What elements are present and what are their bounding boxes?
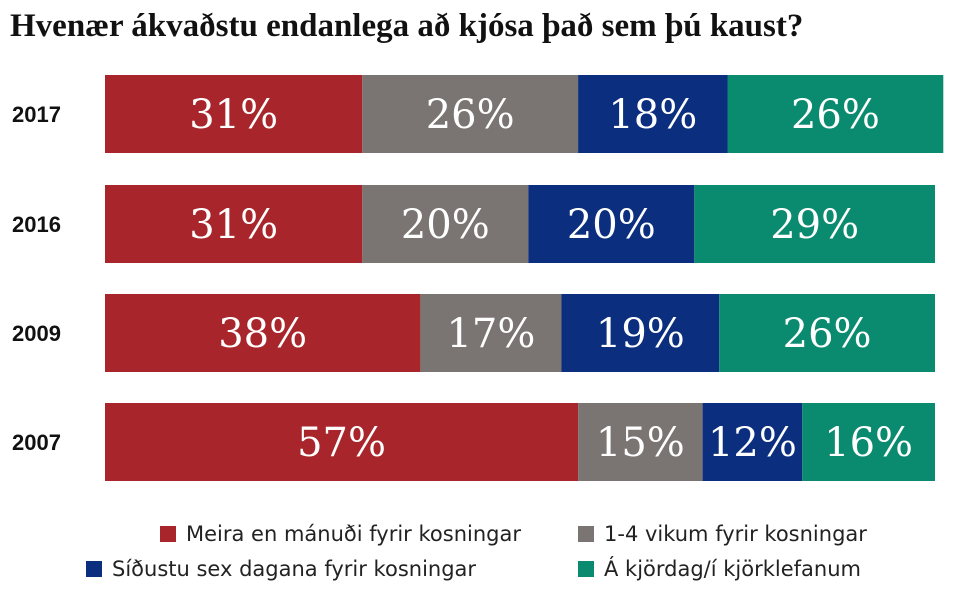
chart-title: Hvenær ákvaðstu endanlega að kjósa það s…	[10, 8, 804, 44]
legend-swatch	[86, 561, 102, 577]
data-label: 29%	[770, 202, 859, 248]
bar-segment	[528, 185, 695, 263]
data-label: 31%	[189, 92, 278, 138]
data-label: 12%	[708, 420, 797, 466]
data-label: 26%	[426, 92, 515, 138]
bar-segment	[105, 294, 421, 372]
data-label: 16%	[824, 420, 913, 466]
year-label: 2016	[12, 212, 61, 237]
bar-segment	[727, 75, 944, 153]
bar-segment	[802, 403, 935, 481]
data-label: 20%	[567, 202, 656, 248]
data-label: 38%	[218, 311, 307, 357]
year-label: 2017	[12, 102, 61, 127]
bars-layer: 2017 31% 26% 18% 26% 2016 31% 20% 20% 29% 2009 38% 1…	[12, 75, 944, 481]
data-label: 19%	[596, 311, 685, 357]
bar-segment	[578, 75, 728, 153]
data-label: 26%	[791, 92, 880, 138]
legend-swatch	[578, 561, 594, 577]
bar-segment	[362, 75, 579, 153]
data-label: 17%	[446, 311, 535, 357]
bar-segment	[719, 294, 935, 372]
bar-segment	[694, 185, 935, 263]
data-label: 20%	[401, 202, 490, 248]
bar-segment	[105, 185, 363, 263]
legend-swatch	[578, 526, 594, 542]
bar-segment	[702, 403, 803, 481]
data-label: 31%	[189, 202, 278, 248]
data-label: 15%	[596, 420, 685, 466]
data-label: 57%	[297, 420, 386, 466]
bar-segment	[561, 294, 720, 372]
legend-label: Síðustu sex dagana fyrir kosningar	[112, 557, 476, 581]
bar-segment	[420, 294, 562, 372]
bar-segment	[105, 75, 363, 153]
data-label: 18%	[608, 92, 697, 138]
bar-segment	[362, 185, 529, 263]
bar-segment	[105, 403, 579, 481]
legend-swatch	[160, 526, 176, 542]
legend-label: Á kjördag/í kjörklefanum	[604, 556, 861, 581]
legend-label: Meira en mánuði fyrir kosningar	[186, 522, 521, 546]
legend: Meira en mánuði fyrir kosningar 1-4 vikum…	[86, 522, 867, 581]
data-label: 26%	[783, 311, 872, 357]
year-label: 2007	[12, 430, 61, 455]
year-label: 2009	[12, 321, 61, 346]
bar-segment	[578, 403, 703, 481]
legend-label: 1-4 vikum fyrir kosningar	[604, 522, 867, 546]
